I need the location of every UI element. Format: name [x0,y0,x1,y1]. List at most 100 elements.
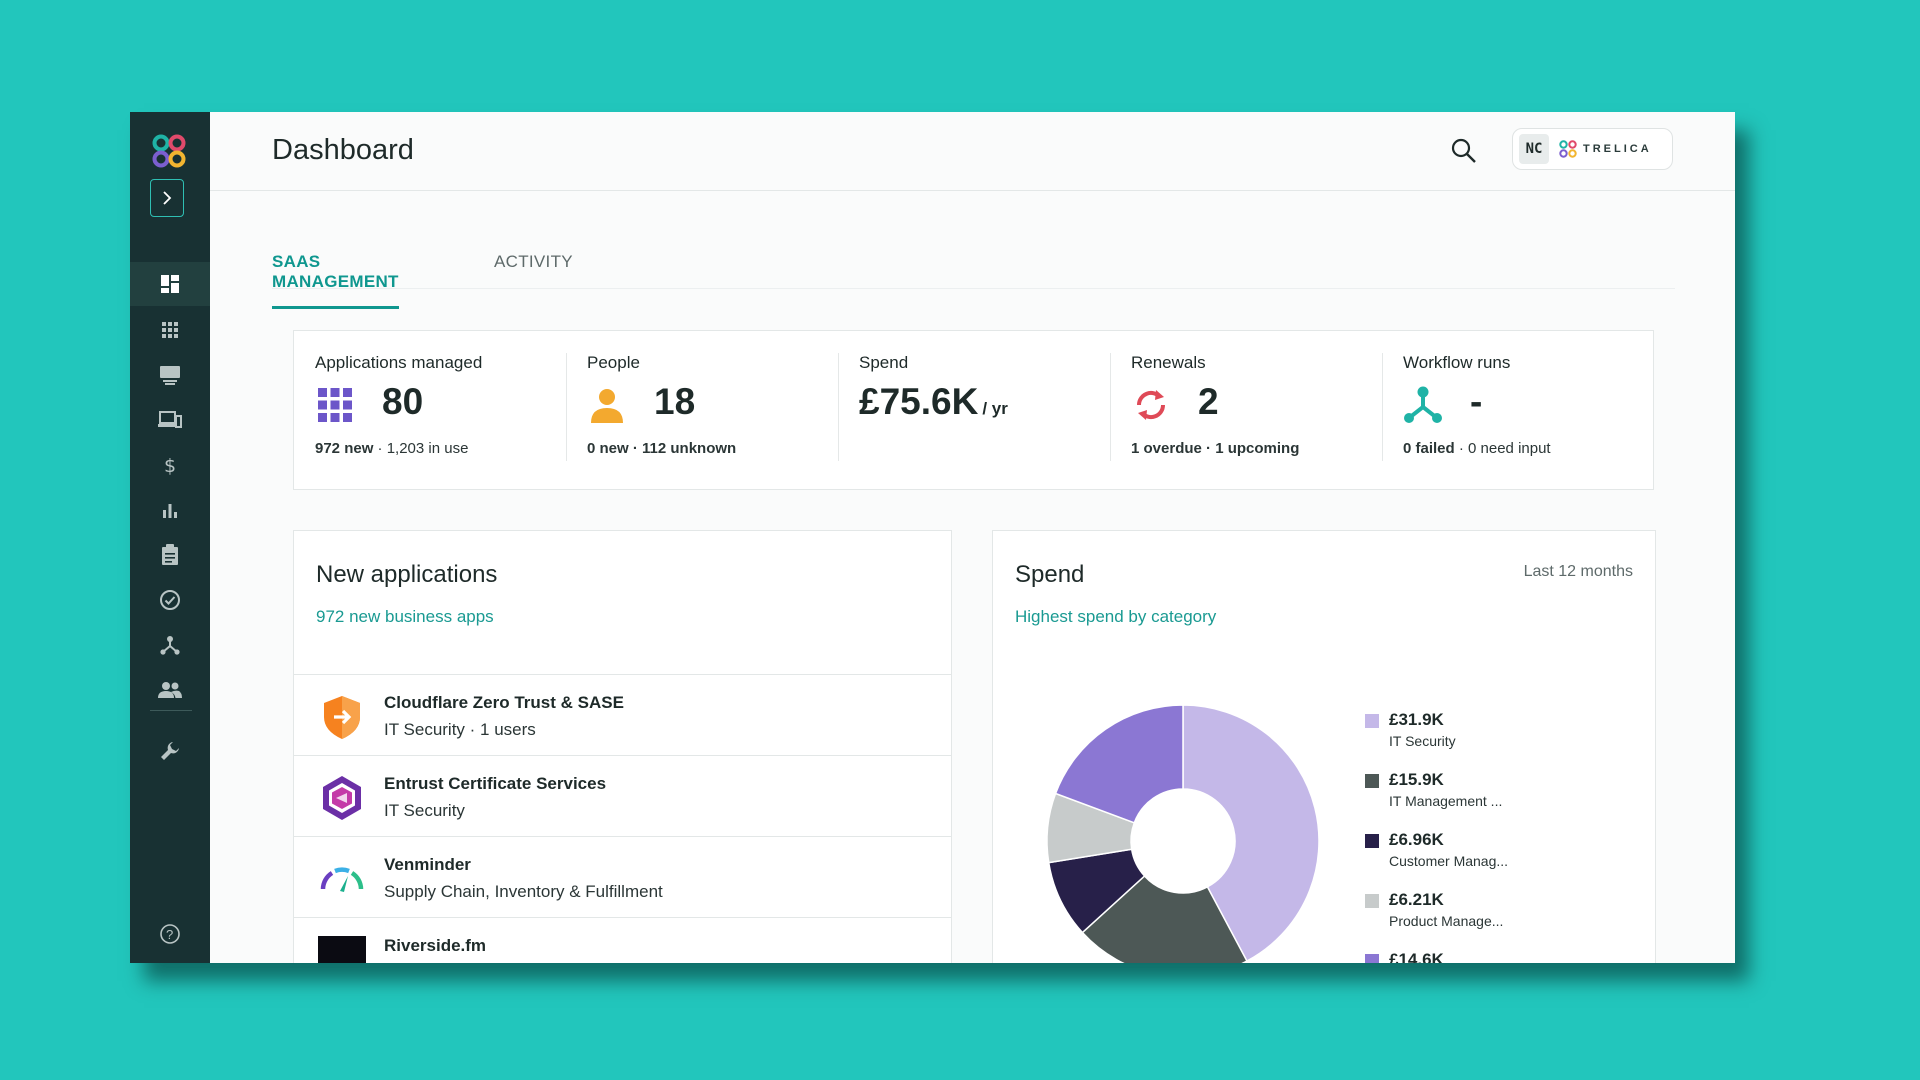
app-window: $ ? Dashboard NC [130,112,1735,963]
stat-sub-bold: 0 failed [1403,440,1455,457]
dollar-icon: $ [164,455,176,476]
stat-value: - [1470,381,1483,422]
tab-underline [272,288,1675,289]
stat-workflows[interactable]: Workflow runs - 0 failed · 0 need input [1382,353,1654,465]
nav-people[interactable] [130,668,210,712]
list-item[interactable]: Cloudflare Zero Trust & SASE IT Security… [294,674,951,756]
stat-subtext: 0 new · 112 unknown [587,440,736,457]
stat-spend[interactable]: Spend £75.6K / yr [838,353,1110,465]
org-logo: TRELICA [1559,140,1652,158]
spend-category-link[interactable]: Highest spend by category [1015,607,1217,626]
stat-value: 2 [1198,381,1219,422]
stat-label: Spend [859,353,909,372]
list-item[interactable]: Entrust Certificate Services IT Security [294,755,951,837]
legend-label: IT Security [1389,733,1456,749]
person-icon [591,389,623,423]
stats-panel: Applications managed 80 972 new · 1,203 … [293,330,1654,490]
venminder-gauge-icon [320,867,364,892]
page-title: Dashboard [272,134,414,166]
stat-value: 80 [382,381,424,422]
list-item[interactable]: Venminder Supply Chain, Inventory & Fulf… [294,836,951,918]
bar-chart-icon [163,504,177,518]
check-circle-icon [160,590,180,610]
stat-sub-bold: 0 new · 112 unknown [587,440,737,457]
tab-saas-management[interactable]: SAAS MANAGEMENT [272,252,399,309]
nav-dashboard[interactable] [130,262,210,306]
legend-swatch [1365,894,1379,908]
search-button[interactable] [1449,136,1479,166]
nav-tasks[interactable] [130,533,210,577]
chevron-right-icon [163,191,172,205]
app-category: IT Security · 1 users [384,720,536,739]
legend-value: £6.21K [1389,890,1444,909]
stat-sub-rest: · 1,203 in use [373,440,469,457]
new-apps-link[interactable]: 972 new business apps [316,607,494,626]
spend-card: Spend Last 12 months Highest spend by ca… [992,530,1656,963]
nav-reports[interactable] [130,488,210,532]
app-name: Venminder [384,855,471,874]
donut-slice[interactable] [1182,704,1320,963]
legend-label: IT Management ... [1389,793,1503,809]
trelica-mark-icon [1559,140,1577,158]
legend-value: £6.96K [1389,830,1444,849]
top-header: Dashboard NC TRELICA [210,112,1735,191]
riverside-icon [318,936,366,963]
donut-slice[interactable] [1081,874,1248,963]
stat-label: Workflow runs [1403,353,1511,372]
stat-sub-bold: 972 new [315,440,374,457]
help-circle-icon: ? [160,924,180,944]
account-menu[interactable]: NC TRELICA [1512,128,1673,170]
clipboard-icon [162,544,178,565]
new-applications-card: New applications 972 new business apps C… [293,530,952,963]
nav-spend[interactable]: $ [130,443,210,487]
people-icon [158,682,182,698]
stat-people[interactable]: People 18 0 new · 112 unknown [566,353,838,465]
dashboard-icon [161,275,179,293]
stat-divider [1382,353,1383,461]
legend-value: £31.9K [1389,710,1444,729]
sidebar: $ ? [130,112,210,963]
sidebar-divider [150,710,192,711]
entrust-hexagon-icon [323,776,361,820]
legend-swatch [1365,714,1379,728]
stat-divider [1110,353,1111,461]
wrench-icon [161,742,179,760]
expand-sidebar-button[interactable] [150,179,184,217]
stat-renewals[interactable]: Renewals 2 1 overdue · 1 upcoming [1110,353,1382,465]
nav-settings[interactable] [130,729,210,773]
org-name: TRELICA [1583,143,1652,155]
legend-value: £14.6K [1389,950,1444,963]
nav-applications[interactable] [130,308,210,352]
nav-devices[interactable] [130,398,210,442]
devices-icon [158,411,182,428]
stat-subtext: 0 failed · 0 need input [1403,440,1551,457]
stat-value: £75.6K / yr [859,381,1008,423]
apps-grid-icon [162,322,178,338]
workflow-icon [1404,386,1442,423]
app-category: Supply Chain, Inventory & Fulfillment [384,882,663,901]
legend-swatch [1365,774,1379,788]
legend-swatch [1365,834,1379,848]
list-item[interactable]: Riverside.fm [294,917,951,963]
user-avatar: NC [1519,134,1549,164]
nav-assets[interactable] [130,353,210,397]
stat-sub-bold: 1 overdue · 1 upcoming [1131,440,1300,457]
stat-applications[interactable]: Applications managed 80 972 new · 1,203 … [294,353,566,465]
cloudflare-shield-icon [324,696,360,739]
monitor-icon [160,366,180,385]
donut-slice[interactable] [1054,704,1184,824]
tab-activity[interactable]: ACTIVITY [494,252,573,271]
help-button[interactable]: ? [130,912,210,956]
svg-text:?: ? [166,927,173,942]
nav-workflows[interactable] [130,623,210,667]
stat-divider [566,353,567,461]
app-name: Riverside.fm [384,936,487,955]
search-icon [1451,138,1476,163]
spend-amount: £75.6K [859,381,979,422]
spend-unit: / yr [982,399,1008,418]
nav-reviews[interactable] [130,578,210,622]
legend-label: Customer Manag... [1389,853,1509,869]
spend-donut-chart[interactable] [1033,691,1333,963]
stat-divider [838,353,839,461]
legend-swatch [1365,954,1379,963]
